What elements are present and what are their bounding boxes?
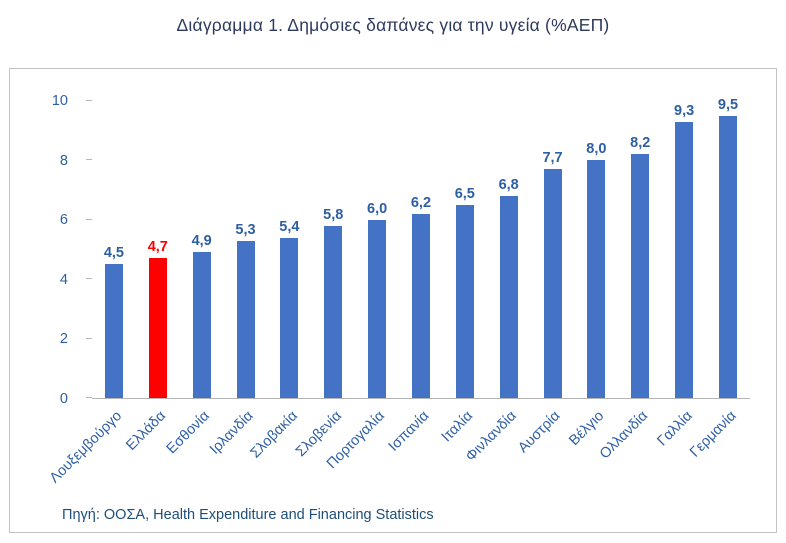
x-label-cell: Ισπανία: [386, 400, 443, 496]
y-tick-label: 2: [59, 331, 68, 348]
bar: [543, 169, 562, 398]
bar-column: 8,0: [574, 101, 618, 398]
bar-column: 4,5: [92, 101, 136, 398]
bar-value-label: 6,2: [410, 194, 432, 211]
y-axis-tick: [86, 278, 92, 280]
x-label-cell: Γερμανία: [687, 400, 750, 496]
bar: [368, 219, 387, 398]
bar: [631, 154, 650, 398]
x-label-cell: Αυστρία: [516, 400, 575, 496]
x-axis: Λουξεμβούργο Ελλάδα Εσθονία Ιρλανδία Σλοβακί…: [47, 400, 750, 496]
bar: [718, 115, 737, 398]
bar-value-label: 6,5: [454, 185, 475, 202]
bar: [455, 204, 474, 398]
y-tick-label: 10: [51, 93, 68, 109]
bar-column: 6,8: [487, 101, 531, 398]
bar: [411, 213, 430, 398]
bar-value-label: 5,3: [235, 221, 256, 238]
bar: [499, 196, 518, 398]
y-axis-tick: [86, 100, 92, 101]
bar-column: 5,8: [311, 101, 355, 398]
bar-value-label: 4,9: [191, 233, 212, 250]
y-axis-tick: [86, 159, 92, 161]
bar: [192, 252, 211, 398]
bar: [280, 237, 299, 398]
bar: [324, 225, 343, 398]
bar-column: 4,7: [136, 101, 180, 398]
bar-value-label: 4,7: [147, 239, 168, 256]
bar-value-label: 7,7: [542, 150, 563, 167]
bar: [675, 121, 694, 398]
bar-column: 6,0: [355, 101, 399, 398]
plot-area: 4,5 4,7 4,9 5,3 5,4 5,8 6,0 6,2 6,5 6,8 7,7 8,0 8,2 9…: [86, 97, 750, 399]
y-axis: 0 2 4 6 8 10: [10, 93, 82, 407]
bar-value-label: 8,2: [630, 135, 651, 152]
bar-value-label: 9,5: [717, 96, 739, 113]
y-axis-tick: [86, 218, 92, 220]
x-axis-label: Ιταλία: [438, 408, 477, 446]
bar: [587, 160, 606, 398]
y-axis-tick: [86, 397, 92, 398]
x-label-cell: Ολλανδία: [597, 400, 662, 496]
bar-column: 5,4: [267, 101, 311, 398]
y-axis-tick: [86, 337, 92, 339]
bar-column: 6,2: [399, 101, 443, 398]
bar-column: 6,5: [443, 101, 487, 398]
bar-column: 7,7: [531, 101, 575, 398]
bar-column: 9,3: [662, 101, 706, 398]
x-axis-label: Λουξεμβούργο: [46, 408, 126, 487]
bar-value-label: 6,8: [498, 177, 519, 194]
bar-value-label: 6,0: [367, 200, 388, 217]
source-note: Πηγή: ΟΟΣΑ, Health Expenditure and Finan…: [62, 507, 434, 523]
y-tick-label: 6: [59, 212, 68, 229]
bar: [148, 258, 167, 398]
bar-value-label: 8,0: [586, 141, 607, 158]
bar-value-label: 9,3: [674, 102, 695, 119]
y-tick-label: 8: [59, 152, 68, 169]
bars-row: 4,5 4,7 4,9 5,3 5,4 5,8 6,0 6,2 6,5 6,8 7,7 8,0 8,2 9…: [92, 97, 750, 398]
bar-column: 8,2: [618, 101, 662, 398]
chart-title: Διάγραμμα 1. Δημόσιες δαπάνες για την υγ…: [176, 15, 610, 35]
bar: [104, 264, 123, 398]
y-tick-label: 4: [59, 271, 68, 288]
y-tick-label: 0: [59, 391, 68, 407]
bar-value-label: 5,8: [323, 206, 344, 223]
bar-column: 4,9: [180, 101, 224, 398]
bar-value-label: 4,5: [103, 245, 125, 262]
bar-column: 5,3: [224, 101, 268, 398]
chart-frame: 0 2 4 6 8 10 4,5 4,7 4,9 5,3 5,4 5,8 6,0 6,2 6,5 6,8 7,…: [9, 68, 777, 533]
bar-value-label: 5,4: [279, 218, 300, 235]
bar-column: 9,5: [706, 97, 750, 398]
bar: [236, 240, 255, 398]
